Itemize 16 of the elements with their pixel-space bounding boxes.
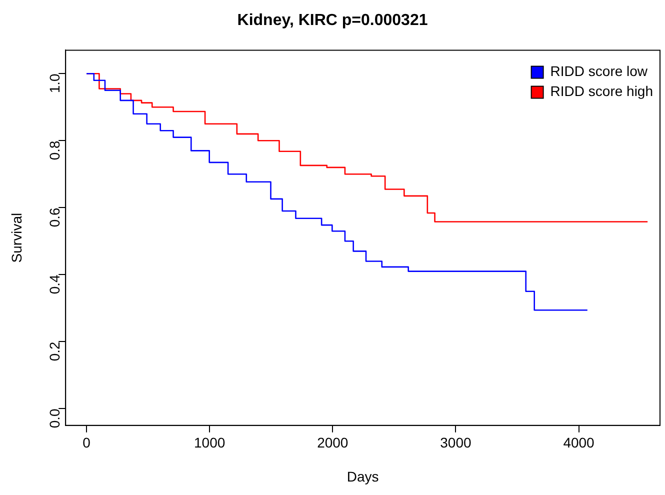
y-tick-label: 0.8	[46, 140, 62, 160]
y-tick-label: 0.4	[46, 274, 62, 294]
y-axis-title: Survival	[8, 212, 24, 263]
x-tick-label: 0	[82, 434, 91, 451]
y-tick-label: 0.2	[46, 341, 62, 362]
x-tick-label: 3000	[440, 434, 472, 451]
chart-title: Kidney, KIRC p=0.000321	[237, 12, 428, 30]
legend-label: RIDD score low	[550, 63, 648, 80]
y-tick-label: 0.6	[46, 207, 62, 228]
x-tick-label: 1000	[194, 434, 226, 451]
x-axis-title: Days	[346, 468, 379, 484]
x-tick-label: 2000	[317, 434, 348, 451]
legend-label: RIDD score high	[550, 83, 653, 100]
x-tick-label: 4000	[563, 434, 595, 451]
y-tick-label: 1.0	[46, 73, 62, 94]
y-tick-label: 0.0	[46, 408, 62, 428]
